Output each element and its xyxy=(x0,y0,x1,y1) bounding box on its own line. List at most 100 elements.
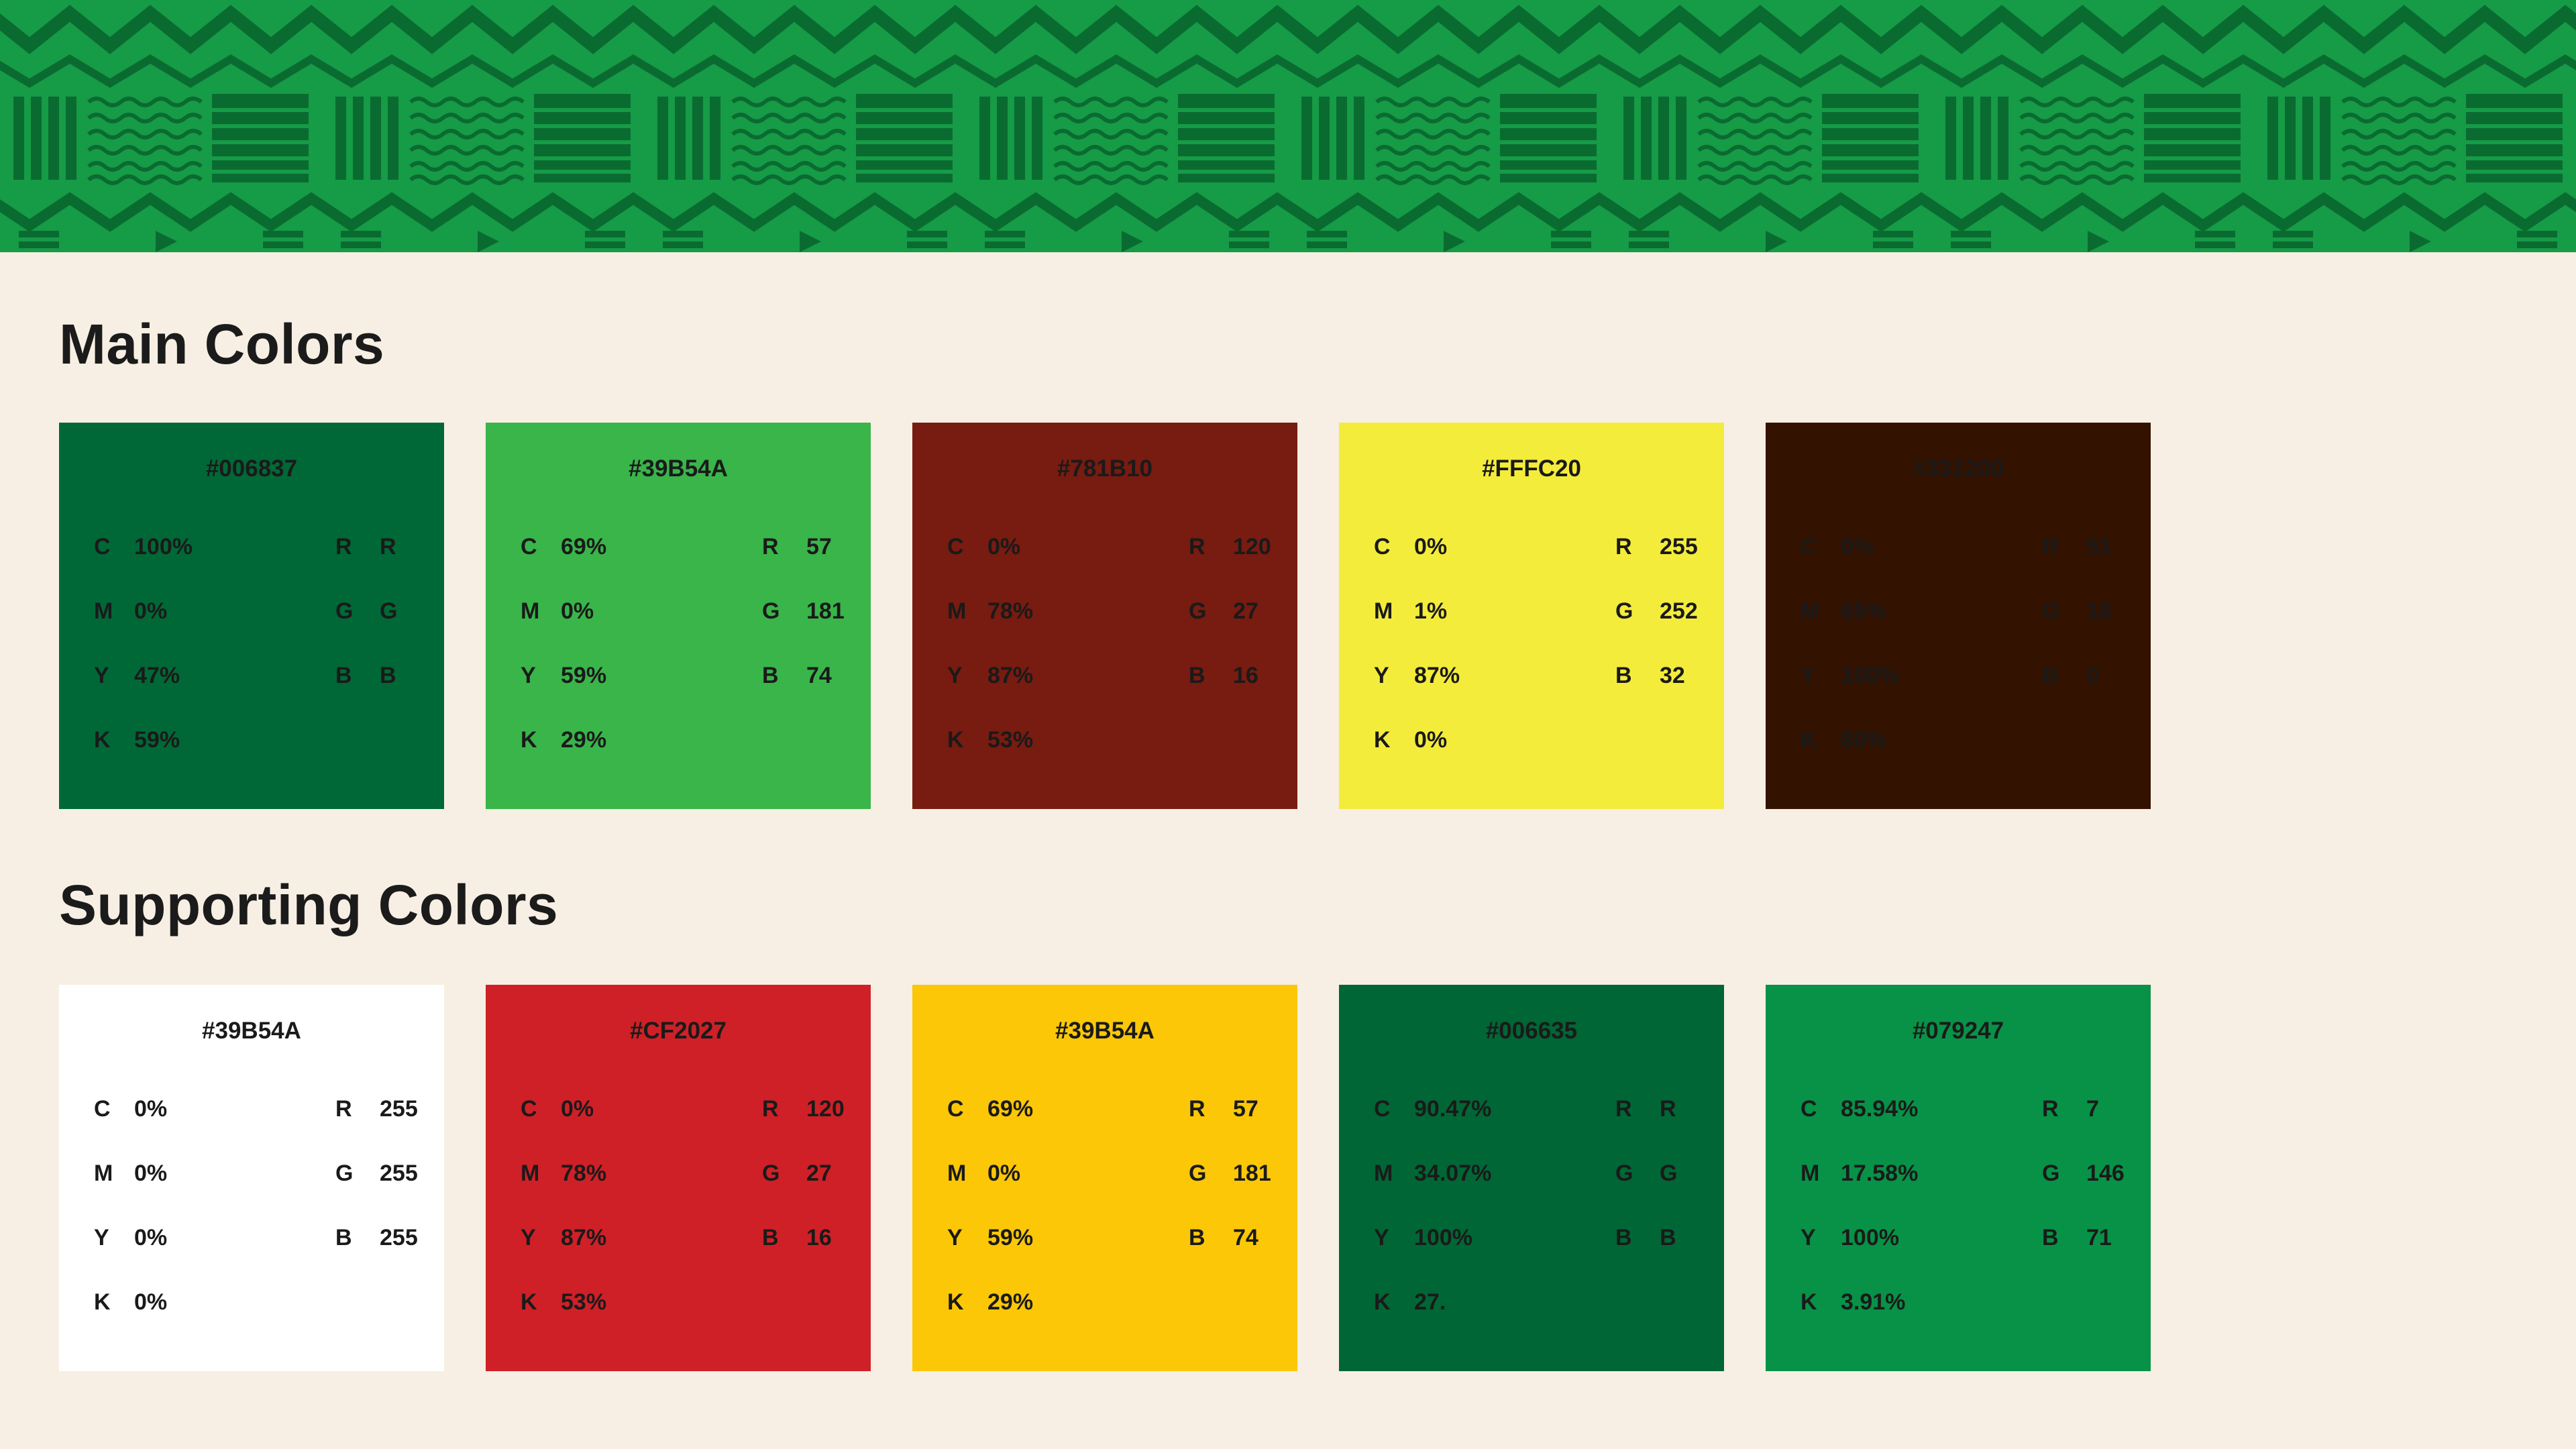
swatch-row: K 0% xyxy=(1339,709,1724,773)
rgb-letter: R xyxy=(2042,534,2059,560)
rgb-value: 181 xyxy=(806,598,845,625)
cmyk-value: 100% xyxy=(1841,663,1899,689)
swatch-row: C 0% R 120 xyxy=(486,1077,871,1141)
rgb-letter: B xyxy=(1189,663,1205,689)
rgb-value: 181 xyxy=(1233,1160,1271,1186)
swatch-row: M 0% G 255 xyxy=(59,1141,444,1205)
cmyk-letter: Y xyxy=(94,1224,109,1250)
rgb-value: 146 xyxy=(2086,1160,2125,1186)
swatch-rows: C 85.94% R 7 M 17.58% G 146 Y 100% B 71 … xyxy=(1766,1077,2151,1334)
swatch-rows: C 69% R 57 M 0% G 181 Y 59% B 74 K 29% xyxy=(912,1077,1297,1334)
rgb-value: 255 xyxy=(1660,534,1698,560)
cmyk-letter: K xyxy=(947,727,964,753)
cmyk-letter: K xyxy=(94,1289,111,1315)
rgb-value: 57 xyxy=(1233,1095,1258,1122)
main-colors-title: Main Colors xyxy=(59,313,385,376)
cmyk-letter: C xyxy=(521,1095,537,1122)
color-swatch: #39B54A C 0% R 255 M 0% G 255 Y 0% B 255… xyxy=(59,984,444,1371)
cmyk-value: 69% xyxy=(987,1095,1034,1122)
swatch-rows: C 0% R 120 M 78% G 27 Y 87% B 16 K 53% xyxy=(486,1077,871,1334)
cmyk-value: 0% xyxy=(987,534,1021,560)
cmyk-value: 0% xyxy=(134,1095,168,1122)
rgb-value: 18 xyxy=(2086,598,2112,625)
cmyk-letter: Y xyxy=(1374,663,1389,689)
rgb-value: 71 xyxy=(2086,1224,2112,1250)
rgb-letter: G xyxy=(762,598,780,625)
rgb-value: 74 xyxy=(806,663,832,689)
swatch-row: K 59% xyxy=(59,709,444,773)
rgb-value: 255 xyxy=(380,1095,418,1122)
swatch-row: K 53% xyxy=(912,709,1297,773)
swatch-row: Y 100% B 0 xyxy=(1766,645,2151,709)
cmyk-letter: M xyxy=(947,598,967,625)
main-colors-swatch-grid: #006837 C 100% R R M 0% G G Y 47% B B K xyxy=(59,423,2517,810)
swatch-row: M 65% G 18 xyxy=(1766,580,2151,645)
swatch-rows: C 90.47% R R M 34.07% G G Y 100% B B K 2… xyxy=(1339,1077,1724,1334)
supporting-colors-swatch-grid: #39B54A C 0% R 255 M 0% G 255 Y 0% B 255… xyxy=(59,984,2517,1371)
swatch-rows: C 0% R 51 M 65% G 18 Y 100% B 0 K 80% xyxy=(1766,516,2151,773)
cmyk-value: 85.94% xyxy=(1841,1095,1919,1122)
cmyk-value: 80% xyxy=(1841,727,1887,753)
rgb-letter: R xyxy=(335,1095,352,1122)
rgb-value: 0 xyxy=(2086,663,2099,689)
rgb-value: B xyxy=(380,663,396,689)
cmyk-letter: M xyxy=(1374,1160,1393,1186)
rgb-letter: R xyxy=(1189,534,1205,560)
rgb-value: 27 xyxy=(806,1160,832,1186)
swatch-hex-label: #39B54A xyxy=(1055,1016,1155,1044)
cmyk-letter: Y xyxy=(521,663,536,689)
cmyk-letter: C xyxy=(94,534,111,560)
rgb-value: 255 xyxy=(380,1224,418,1250)
swatch-row: Y 0% B 255 xyxy=(59,1205,444,1270)
cmyk-letter: C xyxy=(1374,534,1391,560)
cmyk-value: 100% xyxy=(134,534,193,560)
cmyk-value: 3.91% xyxy=(1841,1289,1906,1315)
cmyk-value: 100% xyxy=(1841,1224,1899,1250)
swatch-row: C 0% R 255 xyxy=(59,1077,444,1141)
swatch-rows: C 69% R 57 M 0% G 181 Y 59% B 74 K 29% xyxy=(486,516,871,773)
cmyk-value: 87% xyxy=(561,1224,607,1250)
swatch-hex-label: #39B54A xyxy=(202,1016,301,1044)
swatch-row: C 0% R 51 xyxy=(1766,516,2151,580)
cmyk-letter: Y xyxy=(1801,663,1816,689)
swatch-row: Y 47% B B xyxy=(59,645,444,709)
swatch-hex-label: #331200 xyxy=(1912,455,2004,482)
cmyk-letter: M xyxy=(94,598,113,625)
swatch-hex-label: #CF2027 xyxy=(630,1016,727,1044)
swatch-row: M 34.07% G G xyxy=(1339,1141,1724,1205)
rgb-value: R xyxy=(380,534,396,560)
color-swatch: #781B10 C 0% R 120 M 78% G 27 Y 87% B 16… xyxy=(912,423,1297,810)
cmyk-value: 59% xyxy=(134,727,180,753)
swatch-row: C 100% R R xyxy=(59,516,444,580)
cmyk-value: 0% xyxy=(134,1160,168,1186)
swatch-rows: C 0% R 255 M 0% G 255 Y 0% B 255 K 0% xyxy=(59,1077,444,1334)
kente-pattern-icon xyxy=(0,0,2576,252)
rgb-value: 120 xyxy=(806,1095,845,1122)
rgb-letter: B xyxy=(335,1224,352,1250)
cmyk-letter: M xyxy=(521,1160,540,1186)
cmyk-value: 65% xyxy=(1841,598,1887,625)
swatch-hex-label: #781B10 xyxy=(1057,455,1153,482)
cmyk-value: 1% xyxy=(1414,598,1448,625)
cmyk-letter: K xyxy=(94,727,111,753)
swatch-row: M 1% G 252 xyxy=(1339,580,1724,645)
cmyk-letter: M xyxy=(1374,598,1393,625)
swatch-row: K 0% xyxy=(59,1270,444,1334)
swatch-row: C 69% R 57 xyxy=(486,516,871,580)
swatch-row: M 78% G 27 xyxy=(486,1141,871,1205)
swatch-rows: C 0% R 255 M 1% G 252 Y 87% B 32 K 0% xyxy=(1339,516,1724,773)
swatch-row: K 27. xyxy=(1339,1270,1724,1334)
rgb-letter: G xyxy=(2042,598,2060,625)
swatch-hex-label: #FFFC20 xyxy=(1482,455,1581,482)
swatch-row: M 78% G 27 xyxy=(912,580,1297,645)
rgb-value: 16 xyxy=(806,1224,832,1250)
rgb-value: R xyxy=(1660,1095,1676,1122)
rgb-value: G xyxy=(1660,1160,1678,1186)
cmyk-letter: C xyxy=(947,534,964,560)
swatch-rows: C 0% R 120 M 78% G 27 Y 87% B 16 K 53% xyxy=(912,516,1297,773)
cmyk-value: 53% xyxy=(561,1289,607,1315)
swatch-row: Y 87% B 32 xyxy=(1339,645,1724,709)
swatch-row: C 0% R 255 xyxy=(1339,516,1724,580)
color-swatch: #39B54A C 69% R 57 M 0% G 181 Y 59% B 74… xyxy=(486,423,871,810)
cmyk-value: 0% xyxy=(134,1289,168,1315)
